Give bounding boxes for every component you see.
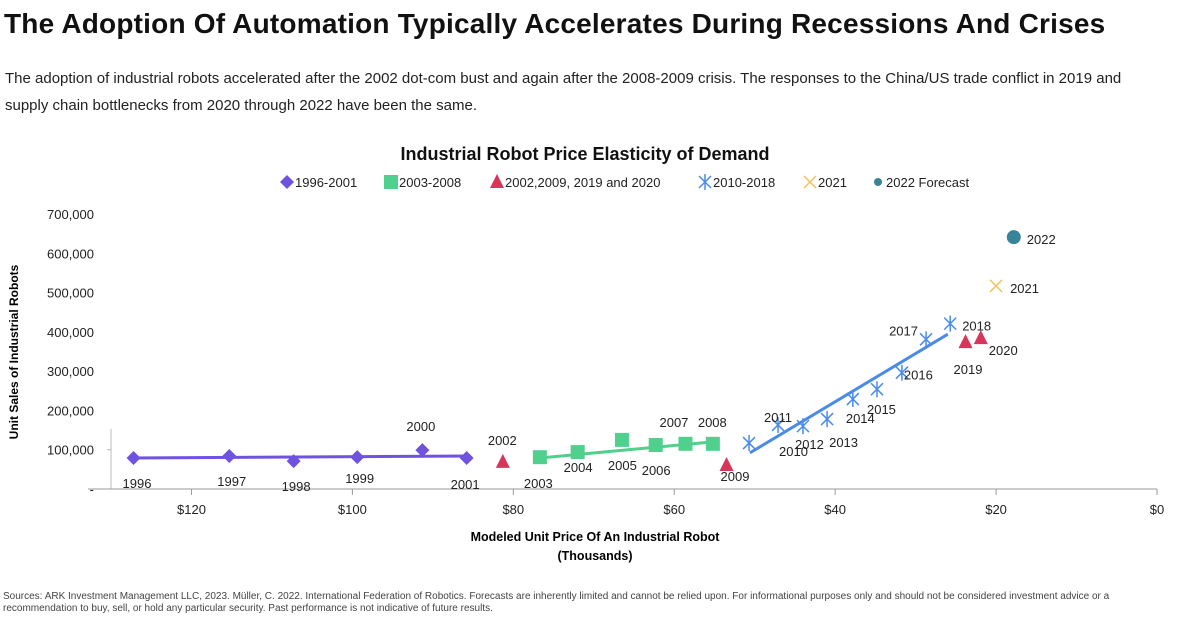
legend-label: 2021 <box>818 175 847 190</box>
data-point <box>719 457 734 472</box>
legend-label: 2022 Forecast <box>886 175 969 190</box>
data-point <box>532 450 547 465</box>
data-point <box>742 435 756 452</box>
chart: Industrial Robot Price Elasticity of Dem… <box>7 144 1164 563</box>
data-label: 2004 <box>564 460 593 475</box>
data-point <box>919 331 933 348</box>
legend-marker-star <box>698 174 712 190</box>
data-label: 2019 <box>954 362 983 377</box>
data-label: 2013 <box>829 435 858 450</box>
data-label: 1997 <box>217 474 246 489</box>
data-point <box>648 438 663 452</box>
legend-label: 2002,2009, 2019 and 2020 <box>505 175 660 190</box>
data-label: 1998 <box>282 479 311 494</box>
data-label: 2016 <box>904 368 933 383</box>
legend-marker-diamond <box>280 175 294 189</box>
legend-marker-square <box>384 175 398 189</box>
x-tick-label: $100 <box>338 502 367 517</box>
x-axis-label: Modeled Unit Price Of An Industrial Robo… <box>471 530 721 544</box>
data-point <box>415 443 430 458</box>
data-label: 2020 <box>989 343 1018 358</box>
y-tick-label: 300,000 <box>47 364 94 379</box>
data-point <box>495 453 510 468</box>
x-tick-label: $60 <box>663 502 685 517</box>
x-tick-label: $120 <box>177 502 206 517</box>
legend-marker-triangle <box>490 174 504 188</box>
x-tick-label: $0 <box>1150 502 1164 517</box>
data-point <box>350 450 365 465</box>
data-point <box>973 330 988 345</box>
x-tick-label: $20 <box>985 502 1007 517</box>
data-point <box>846 391 860 408</box>
data-point <box>705 436 720 451</box>
data-label: 2017 <box>889 323 918 338</box>
data-label: 2006 <box>642 463 671 478</box>
data-label: 2014 <box>846 411 875 426</box>
data-point <box>459 450 474 465</box>
data-label: 2002 <box>488 433 517 448</box>
data-label: 1999 <box>345 471 374 486</box>
page-title: The Adoption Of Automation Typically Acc… <box>4 8 1106 39</box>
data-point <box>870 381 884 398</box>
x-axis-label-units: (Thousands) <box>558 549 633 563</box>
data-label: 2011 <box>764 410 792 425</box>
y-tick-label: - <box>90 482 94 497</box>
data-point <box>126 450 141 465</box>
legend-label: 1996-2001 <box>295 175 357 190</box>
data-label: 2021 <box>1010 281 1039 296</box>
data-point <box>222 449 237 463</box>
data-label: 1996 <box>123 476 152 491</box>
trend-line <box>131 454 470 460</box>
x-tick-label: $80 <box>502 502 524 517</box>
data-point <box>958 334 973 349</box>
sources-note: Sources: ARK Investment Management LLC, … <box>3 591 1110 614</box>
legend-label: 2010-2018 <box>713 175 775 190</box>
legend-label: 2003-2008 <box>399 175 461 190</box>
y-tick-label: 100,000 <box>47 443 94 458</box>
data-label: 2000 <box>406 419 435 434</box>
y-tick-label: 400,000 <box>47 325 94 340</box>
data-label: 2012 <box>795 437 824 452</box>
data-point <box>678 436 693 451</box>
legend-marker-circle <box>874 178 882 186</box>
trend-line <box>749 332 949 455</box>
data-point <box>820 411 834 428</box>
data-label: 2015 <box>867 402 896 417</box>
data-point <box>286 454 301 469</box>
data-point <box>1006 230 1021 245</box>
data-label: 2009 <box>721 469 750 484</box>
y-tick-label: 200,000 <box>47 403 94 418</box>
data-label: 2022 <box>1027 232 1056 247</box>
data-point <box>989 279 1003 293</box>
data-point <box>771 416 785 433</box>
y-tick-label: 700,000 <box>47 207 94 222</box>
legend-marker-x <box>803 175 817 189</box>
data-label: 2003 <box>524 476 553 491</box>
data-label: 2001 <box>451 477 480 492</box>
data-point <box>895 364 909 381</box>
y-axis-label: Unit Sales of Industrial Robots <box>7 264 21 439</box>
y-tick-label: 600,000 <box>47 246 94 261</box>
data-label: 2008 <box>698 415 727 430</box>
data-point <box>943 315 957 332</box>
data-label: 2005 <box>608 458 637 473</box>
data-point <box>614 432 629 447</box>
data-label: 2007 <box>659 415 688 430</box>
data-point <box>796 418 810 435</box>
data-label: 2010 <box>779 444 808 459</box>
x-tick-label: $40 <box>824 502 846 517</box>
data-point <box>570 445 585 460</box>
data-label: 2018 <box>962 319 991 334</box>
subtitle: The adoption of industrial robots accele… <box>5 70 1122 114</box>
y-tick-label: 500,000 <box>47 286 94 301</box>
chart-title: Industrial Robot Price Elasticity of Dem… <box>400 144 769 164</box>
